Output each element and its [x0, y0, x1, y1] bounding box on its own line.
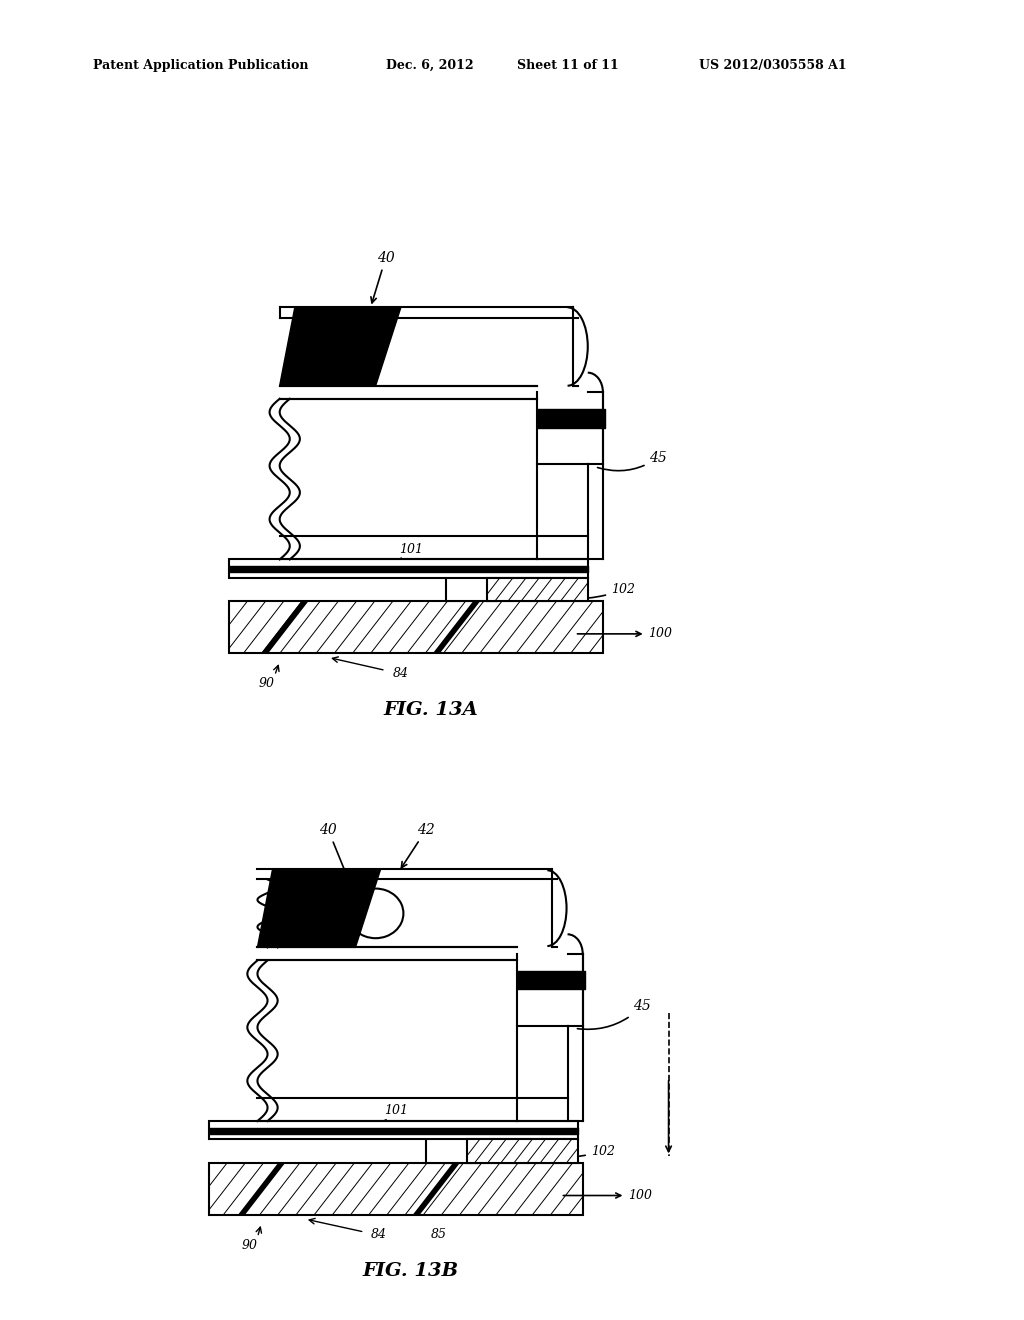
Text: FIG. 13A: FIG. 13A — [384, 701, 478, 718]
Bar — [446, 573, 497, 601]
Text: Sheet 11 of 11: Sheet 11 of 11 — [517, 59, 618, 73]
Text: 84: 84 — [371, 1228, 387, 1241]
Text: 45: 45 — [578, 999, 651, 1030]
Text: 45: 45 — [597, 450, 667, 471]
Text: 101: 101 — [384, 1104, 408, 1117]
Text: 100: 100 — [563, 1189, 652, 1203]
Polygon shape — [257, 869, 381, 948]
Text: 40: 40 — [319, 822, 347, 875]
Text: US 2012/0305558 A1: US 2012/0305558 A1 — [698, 59, 847, 73]
Bar — [229, 560, 588, 578]
Text: 102: 102 — [517, 1144, 614, 1158]
Polygon shape — [280, 308, 400, 385]
Polygon shape — [467, 1139, 578, 1163]
Text: 90: 90 — [258, 677, 274, 690]
Text: 102: 102 — [535, 583, 635, 598]
Text: Dec. 6, 2012: Dec. 6, 2012 — [386, 59, 473, 73]
Text: 84: 84 — [393, 667, 409, 680]
Text: 40: 40 — [371, 251, 394, 302]
Bar — [209, 1121, 578, 1139]
Polygon shape — [209, 1163, 583, 1216]
Polygon shape — [229, 601, 603, 653]
Text: 42: 42 — [401, 822, 435, 867]
Text: 85: 85 — [431, 1228, 447, 1241]
Text: 101: 101 — [399, 543, 423, 556]
Text: 90: 90 — [242, 1238, 257, 1251]
Text: FIG. 13B: FIG. 13B — [362, 1262, 459, 1280]
Text: Patent Application Publication: Patent Application Publication — [93, 59, 308, 73]
Polygon shape — [486, 578, 588, 601]
Bar — [426, 1134, 476, 1163]
Text: 100: 100 — [578, 627, 673, 640]
